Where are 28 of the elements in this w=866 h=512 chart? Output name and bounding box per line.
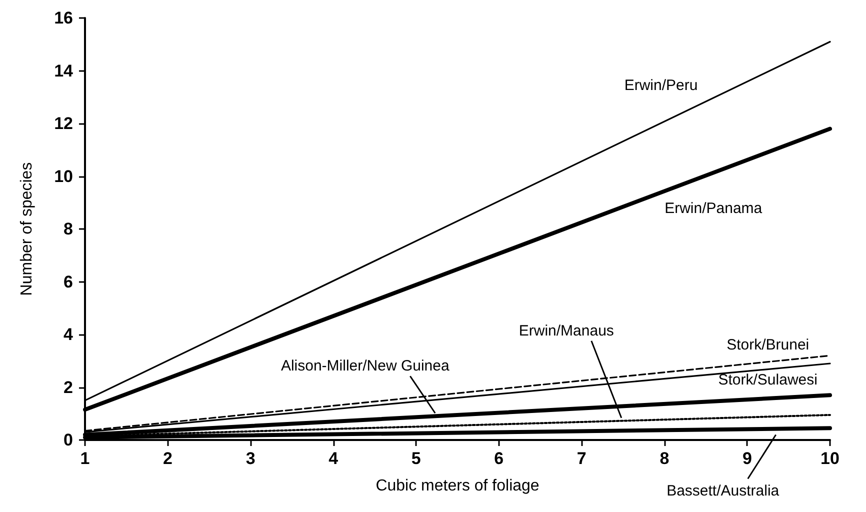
x-tick-label: 10 <box>820 449 840 468</box>
x-tick-label: 3 <box>246 449 256 468</box>
x-tick-label: 8 <box>660 449 670 468</box>
x-tick-label: 2 <box>163 449 173 468</box>
x-tick-label: 6 <box>494 449 504 468</box>
y-tick-label: 0 <box>64 430 73 450</box>
series-label: Erwin/Panama <box>664 200 763 218</box>
x-tick-label: 9 <box>742 449 752 468</box>
text: Alison-Miller/New Guinea <box>280 358 450 375</box>
x-tick-label: 4 <box>328 449 339 468</box>
x-axis-title: Cubic meters of foliage <box>376 478 540 494</box>
y-tick-label: 4 <box>64 325 74 344</box>
y-tick-label: 2 <box>64 378 73 397</box>
series-label: Erwin/Peru <box>624 76 698 94</box>
series-label: Stork/Brunei <box>726 336 810 354</box>
text: Erwin/Manaus <box>518 322 614 340</box>
y-tick-label: 12 <box>54 114 73 133</box>
y-tick-label: 16 <box>54 8 73 28</box>
text: Bassett/Australia <box>666 482 780 500</box>
y-tick-label: 8 <box>64 220 73 238</box>
y-axis-title: Number of species <box>18 162 36 296</box>
x-tick-label: 7 <box>576 449 586 468</box>
y-tick-label: 6 <box>64 272 73 292</box>
y-tick-label: 14 <box>54 61 74 80</box>
series-label: Stork/Sulawesi <box>718 371 818 388</box>
x-tick-label: 1 <box>80 449 90 468</box>
x-tick-label: 5 <box>411 449 421 468</box>
y-tick-label: 10 <box>54 166 73 186</box>
